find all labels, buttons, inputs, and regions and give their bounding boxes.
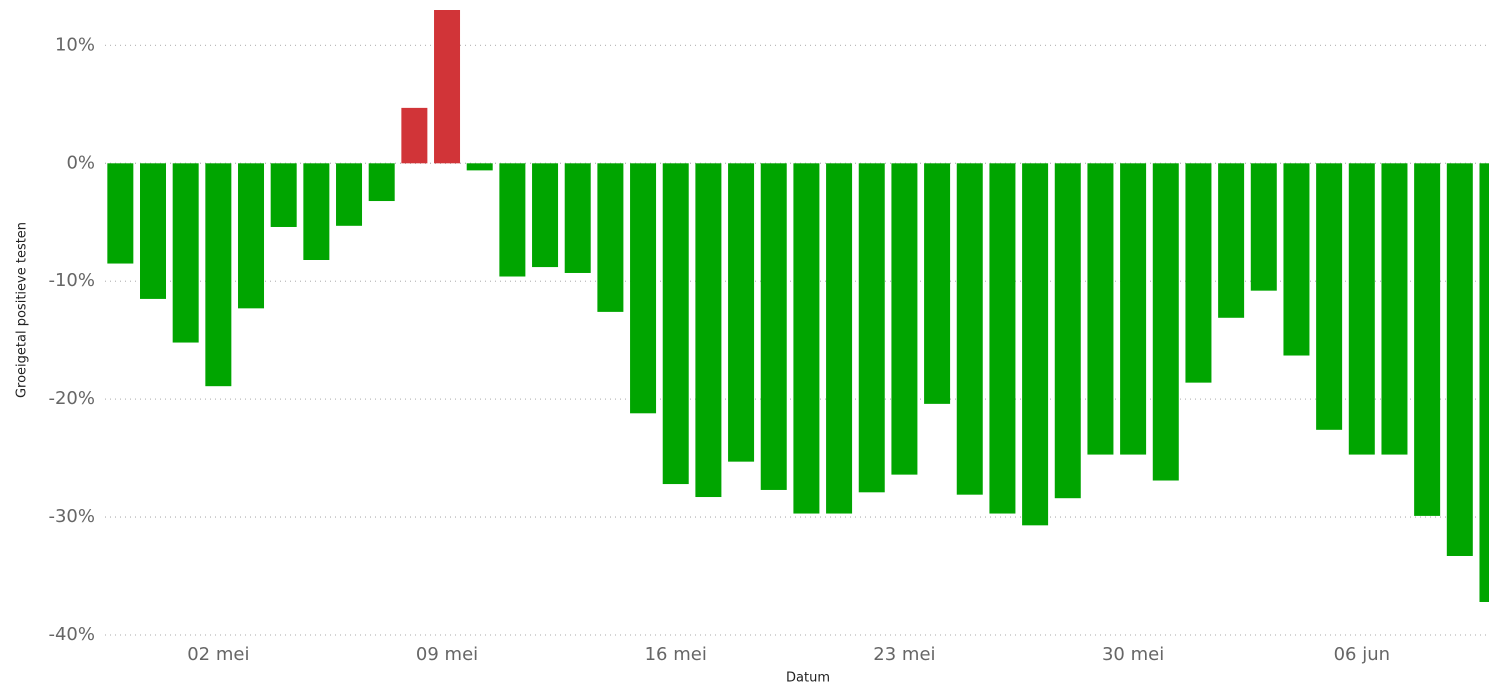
x-tick-label: 09 mei [416,644,478,665]
x-tick-label: 06 jun [1334,644,1390,665]
y-tick-label: -40% [48,624,95,645]
bar [1022,163,1049,526]
x-axis-title: Datum [786,671,830,686]
x-tick-label: 30 mei [1102,644,1164,665]
bar [238,163,265,309]
bar [532,163,559,268]
bar [172,163,199,343]
bar [107,163,134,264]
bar [760,163,787,490]
bar [336,163,363,226]
y-tick-label: -30% [48,506,95,527]
bar [989,163,1016,514]
bar [1414,163,1441,516]
y-tick-label: -20% [48,388,95,409]
y-tick-label: 10% [55,34,95,55]
bar [1087,163,1114,455]
bar [924,163,951,404]
bar [205,163,232,387]
x-tick-label: 16 mei [645,644,707,665]
bar [270,163,297,227]
bar [1348,163,1375,455]
bar [1316,163,1343,430]
bar [303,163,330,260]
bar [1250,163,1277,291]
bar [695,163,722,498]
bar [368,163,395,202]
bar [1218,163,1245,318]
bar [1120,163,1147,455]
bar [564,163,591,273]
bar [1283,163,1310,356]
bar [1054,163,1081,499]
y-axis-title: Groeigetal positieve testen [15,222,30,398]
bar [728,163,755,462]
x-tick-label: 02 mei [187,644,249,665]
bar [1185,163,1212,383]
bar [662,163,689,485]
bar [793,163,820,514]
bar [401,107,428,164]
bar [1479,163,1489,602]
bar [1152,163,1179,481]
bar [140,163,167,299]
y-tick-label: -10% [48,270,95,291]
bar [858,163,885,493]
bar [499,163,526,277]
bar [630,163,657,414]
bar [891,163,918,475]
bar [956,163,983,495]
bar [1381,163,1408,455]
bar [597,163,624,312]
x-tick-label: 23 mei [873,644,935,665]
y-tick-label: 0% [66,152,95,173]
bar [826,163,853,514]
bar [434,10,461,164]
bar [1446,163,1473,556]
bar [466,163,493,171]
